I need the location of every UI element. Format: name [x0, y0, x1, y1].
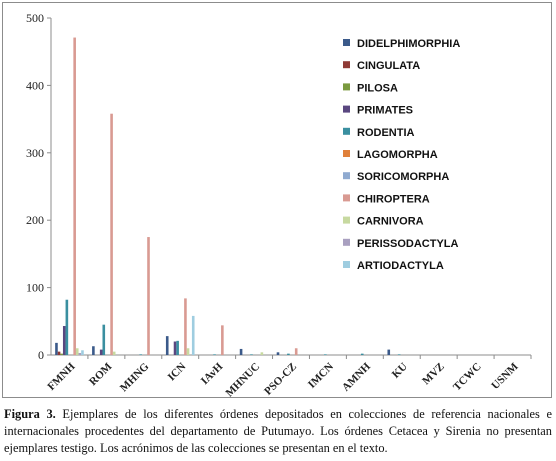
x-category-label: IAvH [199, 360, 226, 387]
legend-swatch [343, 238, 350, 246]
x-category-label: MHNUC [223, 361, 262, 399]
legend-swatch [343, 105, 350, 113]
legend-label: CINGULATA [357, 60, 420, 72]
bar [260, 352, 264, 355]
x-category-label: FMNH [45, 360, 78, 393]
legend-label: LAGOMORPHA [357, 149, 438, 161]
legend-swatch [343, 39, 350, 46]
y-tick-label: 0 [38, 348, 44, 362]
legend-swatch [343, 194, 350, 202]
bar [139, 354, 143, 355]
bar [60, 353, 63, 355]
x-category-label: ICN [166, 361, 189, 384]
legend-swatch [343, 150, 350, 157]
legend-swatch [343, 127, 350, 135]
caption-text: Ejemplares de los diferentes órdenes dep… [4, 407, 553, 455]
bar [213, 354, 216, 355]
caption-label: Figura 3. [4, 407, 56, 421]
legend-label: PILOSA [357, 82, 398, 94]
bar [81, 350, 84, 355]
x-category-label: KU [390, 361, 410, 381]
bar [73, 37, 76, 356]
legend-swatch [343, 83, 350, 91]
legend-label: CHIROPTERA [357, 193, 430, 205]
bar [92, 346, 95, 355]
bar [78, 352, 82, 355]
bar [186, 348, 190, 355]
bar [221, 325, 224, 355]
x-category-label: TCWC [451, 361, 484, 394]
legend-swatch [343, 172, 350, 180]
legend-label: RODENTIA [357, 127, 415, 139]
legend-label: CARNIVORA [357, 216, 424, 228]
bar [239, 348, 243, 355]
bar [387, 349, 391, 355]
bar [294, 348, 298, 355]
bar [360, 353, 364, 355]
legend-label: PRIMATES [357, 105, 413, 117]
y-tick-label: 500 [26, 11, 44, 25]
x-category-label: PSO-CZ [262, 361, 299, 398]
bar [184, 298, 187, 355]
legend-swatch [343, 261, 350, 268]
bar [191, 315, 195, 355]
bar [165, 336, 169, 355]
y-tick-label: 200 [26, 213, 44, 227]
y-tick-label: 400 [26, 78, 44, 92]
bar [147, 237, 150, 355]
bar [99, 349, 103, 355]
x-category-label: MVZ [420, 361, 447, 388]
bar [57, 351, 61, 355]
bar [112, 351, 116, 355]
bar [102, 324, 106, 355]
bar [397, 354, 401, 355]
x-category-label: IMCN [306, 361, 336, 391]
bar [55, 342, 58, 355]
figure-caption: Figura 3. Ejemplares de los diferentes ó… [4, 406, 552, 457]
legend-label: ARTIODACTYLA [357, 260, 444, 272]
bar [110, 113, 113, 355]
bar [62, 326, 66, 355]
legend-swatch [343, 216, 350, 224]
bar [287, 353, 290, 355]
x-category-label: AMNH [340, 360, 373, 393]
legend-swatch [343, 61, 350, 69]
bar [75, 348, 79, 355]
bar [173, 341, 177, 355]
bar [65, 299, 69, 355]
legend-label: SORICOMORPHA [357, 171, 449, 183]
bar [176, 340, 179, 355]
chart-frame: 0 100 200 300 400 500 FMNH ROM MHNG ICN IAvH MHNUC P… [2, 2, 552, 399]
x-category-label: MHNG [118, 360, 152, 394]
y-tick-label: 300 [26, 146, 44, 160]
legend-label: DIDELPHIMORPHIA [357, 38, 460, 50]
x-category-label: USNM [489, 360, 521, 392]
x-category-label: ROM [87, 360, 115, 388]
bar [250, 354, 253, 355]
bar [276, 352, 280, 355]
y-tick-label: 100 [26, 281, 44, 295]
legend-label: PERISSODACTYLA [357, 238, 459, 250]
bar [324, 354, 327, 355]
